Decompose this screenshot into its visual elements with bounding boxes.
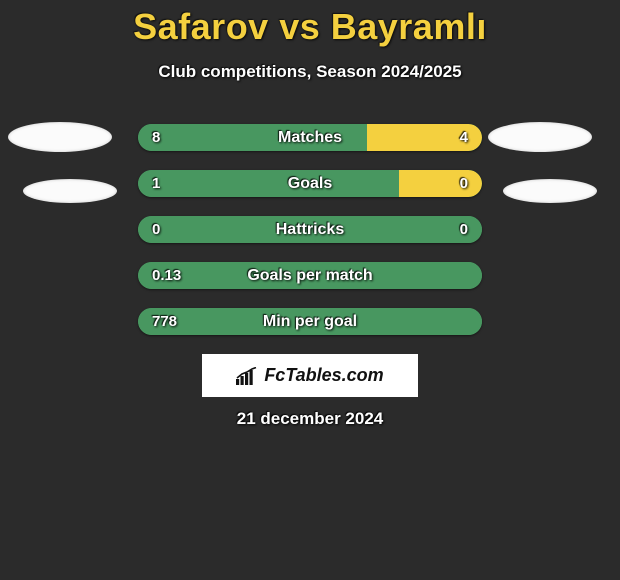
avatar-right-1 (488, 122, 592, 152)
stats-rows: 8Matches41Goals00Hattricks00.13Goals per… (138, 124, 482, 354)
chart-icon (236, 367, 258, 385)
stat-row: 1Goals0 (138, 170, 482, 197)
date-label: 21 december 2024 (0, 409, 620, 429)
metric-label: Goals per match (192, 267, 428, 285)
metric-label: Min per goal (192, 313, 428, 331)
value-left: 1 (152, 175, 192, 192)
avatar-left-2 (23, 179, 117, 203)
stat-row: 0Hattricks0 (138, 216, 482, 243)
stat-row: 778Min per goal (138, 308, 482, 335)
badge-text: FcTables.com (264, 365, 383, 386)
avatar-right-2 (503, 179, 597, 203)
stat-row: 0.13Goals per match (138, 262, 482, 289)
avatar-left-1 (8, 122, 112, 152)
subtitle: Club competitions, Season 2024/2025 (0, 62, 620, 82)
value-right: 0 (428, 221, 468, 238)
site-badge: FcTables.com (202, 354, 418, 397)
metric-label: Matches (192, 129, 428, 147)
stat-row: 8Matches4 (138, 124, 482, 151)
value-left: 778 (152, 313, 192, 330)
metric-label: Goals (192, 175, 428, 193)
row-overlay: 778Min per goal (138, 308, 482, 335)
row-overlay: 8Matches4 (138, 124, 482, 151)
metric-label: Hattricks (192, 221, 428, 239)
row-overlay: 0Hattricks0 (138, 216, 482, 243)
value-left: 0 (152, 221, 192, 238)
value-left: 8 (152, 129, 192, 146)
value-right: 0 (428, 175, 468, 192)
row-overlay: 0.13Goals per match (138, 262, 482, 289)
value-right: 4 (428, 129, 468, 146)
page-title: Safarov vs Bayramlı (0, 0, 620, 48)
value-left: 0.13 (152, 267, 192, 284)
row-overlay: 1Goals0 (138, 170, 482, 197)
